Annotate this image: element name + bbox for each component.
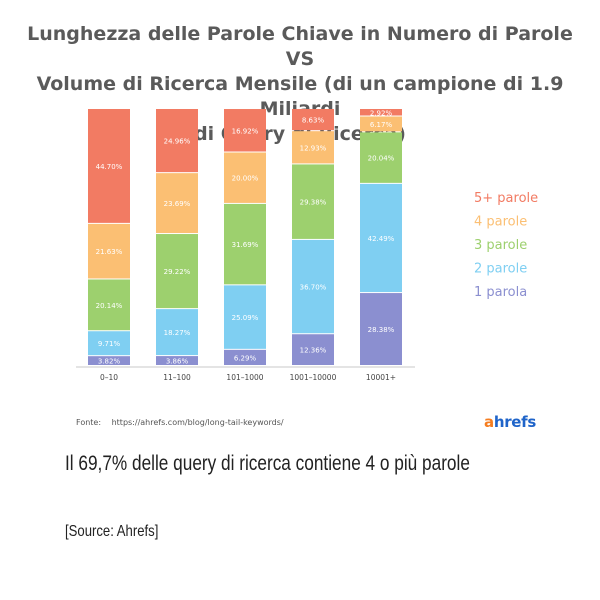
caption-text: Il 69,7% delle query di ricerca contiene…: [65, 452, 470, 475]
bar-data-label: 20.00%: [232, 175, 259, 183]
bar-segment: [156, 109, 198, 173]
source-note: [Source: Ahrefs]: [65, 523, 159, 540]
bar-data-label: 16.92%: [232, 127, 259, 135]
legend-entry: 5+ parole: [474, 191, 538, 206]
bar-data-label: 2.92%: [370, 109, 393, 117]
bar-segment: [224, 349, 266, 365]
bar-segment: [224, 109, 266, 152]
bar-data-label: 29.22%: [164, 268, 191, 276]
legend-entry: 2 parole: [474, 262, 527, 277]
logo-word-hrefs: hrefs: [493, 413, 537, 431]
bar-segment: [88, 223, 130, 279]
bar-segment: [156, 356, 198, 365]
bar-segment: [360, 293, 402, 365]
bar-segment: [88, 279, 130, 331]
bar-segment: [156, 309, 198, 356]
chart-title-line-1: Lunghezza delle Parole Chiave in Numero …: [27, 23, 573, 70]
legend-entry: 3 parole: [474, 238, 527, 253]
bar-segment: [292, 239, 334, 334]
bar-data-label: 3.86%: [166, 358, 189, 366]
bar-data-label: 31.69%: [232, 241, 259, 249]
bar-segment: [292, 334, 334, 365]
bar-segment: [292, 164, 334, 239]
bar-segment: [360, 183, 402, 293]
bar-data-label: 18.27%: [164, 329, 191, 337]
bar-data-label: 8.63%: [302, 117, 325, 125]
bar-data-label: 3.82%: [98, 358, 121, 366]
legend-entry: 4 parole: [474, 215, 527, 230]
source-label: Fonte:: [76, 418, 102, 427]
bar-data-label: 44.70%: [96, 163, 123, 171]
bar-segment: [360, 116, 402, 132]
bar-segment: [292, 109, 334, 131]
ahrefs-logo: ahrefs: [484, 413, 536, 431]
bar-data-label: 23.69%: [164, 200, 191, 208]
bar-segment: [156, 234, 198, 309]
bar-data-label: 12.36%: [300, 347, 327, 355]
bar-segment: [224, 203, 266, 285]
bar-data-label: 12.93%: [300, 144, 327, 152]
source-line: Fonte: https://ahrefs.com/blog/long-tail…: [76, 418, 284, 427]
bar-segment: [360, 109, 402, 116]
bar-data-label: 28.38%: [368, 326, 395, 334]
x-tick-label: 0–10: [100, 373, 118, 382]
x-tick-label: 10001+: [366, 373, 396, 382]
bar-segment: [88, 331, 130, 356]
x-tick-label: 101–1000: [226, 373, 263, 382]
bar-segment: [156, 173, 198, 234]
bar-data-label: 9.71%: [98, 340, 121, 348]
bar-data-label: 21.63%: [96, 248, 123, 256]
bar-segment: [88, 109, 130, 223]
bar-segment: [292, 131, 334, 164]
legend-entry: 1 parola: [474, 285, 527, 300]
bar-data-label: 6.29%: [234, 354, 257, 362]
x-tick-label: 11–100: [163, 373, 191, 382]
bar-data-label: 36.70%: [300, 284, 327, 292]
bar-data-label: 42.49%: [368, 235, 395, 243]
x-tick-label: 1001–10000: [290, 373, 337, 382]
source-url[interactable]: https://ahrefs.com/blog/long-tail-keywor…: [111, 418, 284, 427]
bar-data-label: 20.04%: [368, 155, 395, 163]
bar-data-label: 20.14%: [96, 302, 123, 310]
logo-letter-a: a: [484, 413, 494, 431]
bar-segment: [224, 285, 266, 349]
bar-segment: [360, 132, 402, 183]
bar-data-label: 29.38%: [300, 199, 327, 207]
bar-segment: [88, 356, 130, 365]
bar-data-label: 6.17%: [370, 121, 393, 129]
bar-data-label: 25.09%: [232, 314, 259, 322]
bar-segment: [224, 152, 266, 203]
bar-data-label: 24.96%: [164, 138, 191, 146]
